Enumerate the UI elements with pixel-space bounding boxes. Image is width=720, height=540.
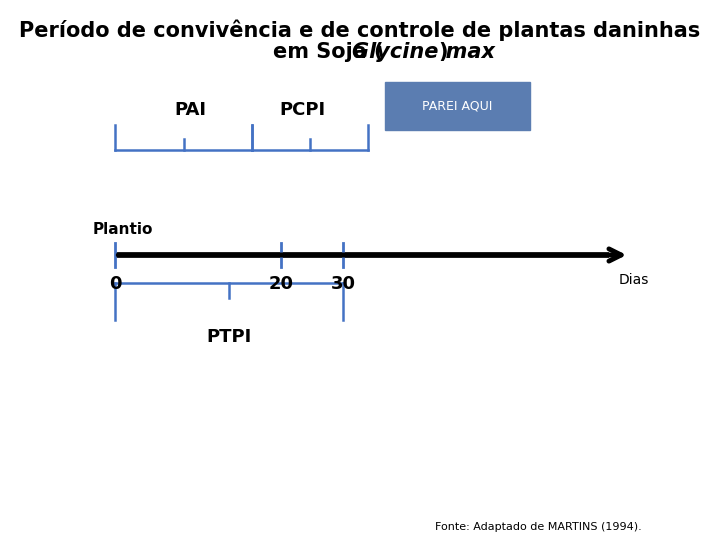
Text: Glycine max: Glycine max xyxy=(351,42,495,62)
Text: PAREI AQUI: PAREI AQUI xyxy=(422,99,492,112)
Text: 20: 20 xyxy=(269,275,294,293)
Text: 0: 0 xyxy=(109,275,122,293)
Text: PTPI: PTPI xyxy=(207,328,252,346)
Text: PCPI: PCPI xyxy=(279,101,325,119)
Text: PAI: PAI xyxy=(174,101,206,119)
Text: Fonte: Adaptado de MARTINS (1994).: Fonte: Adaptado de MARTINS (1994). xyxy=(435,522,642,532)
Text: Plantio: Plantio xyxy=(93,222,153,238)
Text: Dias: Dias xyxy=(618,273,649,287)
Text: ): ) xyxy=(438,42,449,62)
Text: em Soja (​Glycine max​): em Soja (​Glycine max​) xyxy=(228,42,492,62)
Text: Período de convivência e de controle de plantas daninhas: Período de convivência e de controle de … xyxy=(19,19,701,40)
FancyBboxPatch shape xyxy=(385,82,530,130)
Text: em Soja (: em Soja ( xyxy=(273,42,384,62)
Text: 30: 30 xyxy=(331,275,356,293)
